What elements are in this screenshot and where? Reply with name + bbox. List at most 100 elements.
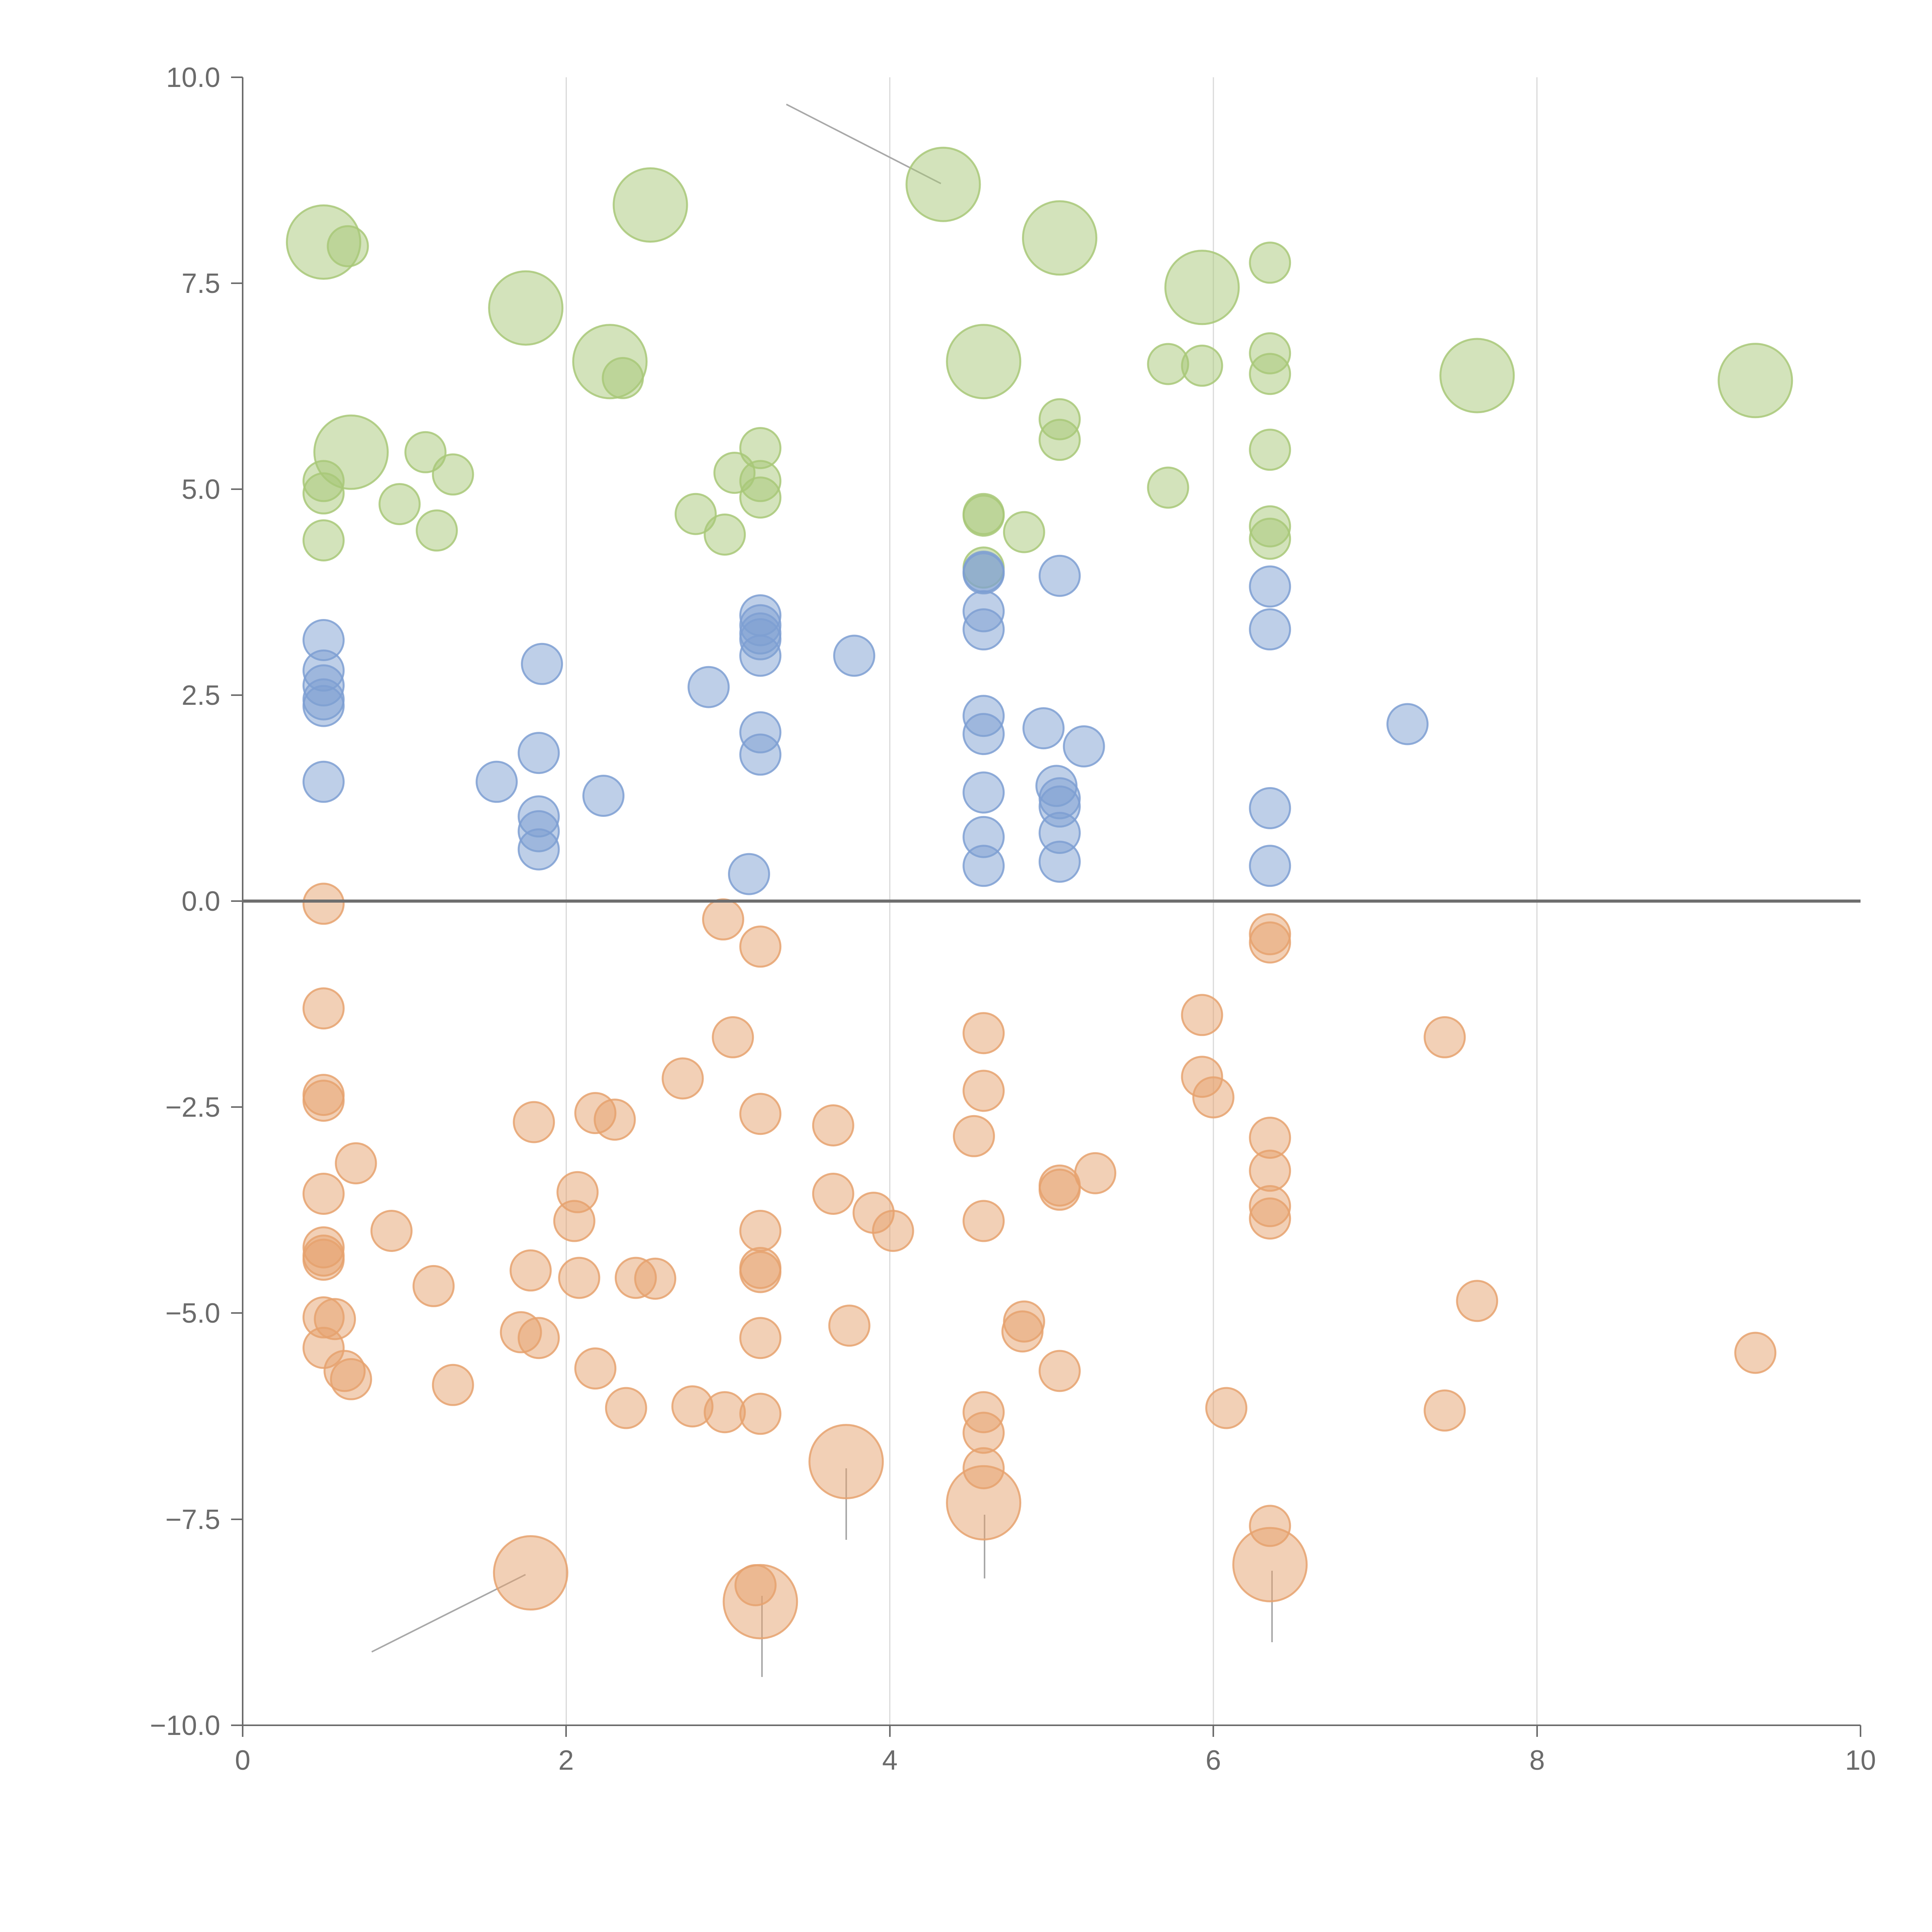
orange-bubble[interactable] (1423, 1389, 1466, 1432)
orange-bubble[interactable] (1734, 1332, 1777, 1374)
green-bubble[interactable] (327, 225, 369, 267)
blue-bubble[interactable] (302, 685, 345, 727)
green-bubble[interactable] (946, 324, 1022, 400)
green-bubble[interactable] (1439, 338, 1515, 413)
orange-bubble[interactable] (1181, 994, 1223, 1036)
orange-bubble[interactable] (812, 1173, 854, 1215)
green-bubble[interactable] (432, 453, 474, 496)
blue-bubble[interactable] (963, 608, 1005, 651)
blue-bubble[interactable] (739, 634, 782, 677)
orange-bubble[interactable] (513, 1101, 555, 1143)
blue-bubble[interactable] (475, 760, 518, 803)
orange-bubble[interactable] (432, 1364, 474, 1406)
orange-bubble[interactable] (553, 1200, 595, 1242)
green-bubble[interactable] (1249, 353, 1291, 395)
orange-bubble[interactable] (734, 1564, 777, 1606)
green-bubble[interactable] (1249, 242, 1291, 284)
orange-bubble[interactable] (828, 1304, 871, 1347)
orange-bubble[interactable] (953, 1115, 995, 1157)
orange-bubble[interactable] (1205, 1387, 1248, 1429)
blue-bubble[interactable] (728, 853, 770, 895)
blue-bubble[interactable] (739, 733, 782, 776)
green-bubble[interactable] (1022, 200, 1097, 276)
orange-bubble[interactable] (946, 1465, 1022, 1541)
orange-bubble[interactable] (1232, 1527, 1308, 1602)
orange-bubble[interactable] (739, 1317, 782, 1359)
orange-bubble[interactable] (302, 1173, 345, 1215)
orange-bubble[interactable] (634, 1257, 677, 1300)
orange-bubble[interactable] (963, 1200, 1005, 1242)
orange-bubble[interactable] (493, 1535, 568, 1611)
blue-bubble[interactable] (1386, 703, 1429, 745)
blue-bubble[interactable] (1038, 840, 1081, 883)
orange-bubble[interactable] (1249, 921, 1291, 964)
blue-bubble[interactable] (582, 775, 625, 817)
orange-bubble[interactable] (872, 1210, 914, 1252)
orange-bubble[interactable] (739, 1093, 782, 1135)
orange-bubble[interactable] (704, 1391, 746, 1434)
orange-bubble[interactable] (963, 1012, 1005, 1054)
orange-bubble[interactable] (712, 1016, 754, 1058)
orange-bubble[interactable] (594, 1099, 636, 1141)
blue-bubble[interactable] (1022, 707, 1065, 750)
orange-bubble[interactable] (335, 1142, 377, 1185)
green-bubble[interactable] (302, 472, 345, 515)
blue-bubble[interactable] (1249, 565, 1291, 608)
green-bubble[interactable] (1003, 511, 1045, 553)
blue-bubble[interactable] (833, 634, 876, 677)
blue-bubble[interactable] (1249, 787, 1291, 829)
orange-bubble[interactable] (558, 1257, 600, 1299)
orange-bubble[interactable] (1038, 1168, 1081, 1211)
orange-bubble[interactable] (1001, 1310, 1044, 1353)
orange-bubble[interactable] (370, 1210, 413, 1252)
green-bubble[interactable] (404, 431, 447, 473)
green-bubble[interactable] (302, 519, 345, 561)
green-bubble[interactable] (739, 476, 782, 519)
blue-bubble[interactable] (1063, 725, 1105, 768)
blue-bubble[interactable] (302, 760, 345, 803)
orange-bubble[interactable] (1456, 1280, 1498, 1322)
orange-bubble[interactable] (1074, 1152, 1116, 1194)
orange-bubble[interactable] (302, 987, 345, 1030)
green-bubble[interactable] (415, 509, 458, 552)
blue-bubble[interactable] (517, 828, 560, 871)
orange-bubble[interactable] (739, 925, 782, 968)
blue-bubble[interactable] (1249, 608, 1291, 651)
blue-bubble[interactable] (963, 713, 1005, 755)
green-bubble[interactable] (378, 483, 421, 526)
blue-bubble[interactable] (963, 771, 1005, 814)
green-bubble[interactable] (602, 357, 644, 399)
blue-bubble[interactable] (521, 643, 563, 685)
blue-bubble[interactable] (963, 552, 1005, 595)
orange-bubble[interactable] (1192, 1076, 1235, 1119)
orange-bubble[interactable] (302, 1238, 345, 1281)
orange-bubble[interactable] (605, 1387, 647, 1429)
orange-bubble[interactable] (963, 1070, 1005, 1112)
green-bubble[interactable] (612, 167, 688, 243)
blue-bubble[interactable] (1249, 845, 1291, 887)
orange-bubble[interactable] (662, 1057, 704, 1100)
orange-bubble[interactable] (739, 1210, 782, 1252)
orange-bubble[interactable] (302, 1080, 345, 1122)
orange-bubble[interactable] (574, 1347, 617, 1390)
green-bubble[interactable] (1147, 466, 1189, 509)
orange-bubble[interactable] (808, 1424, 884, 1500)
green-bubble[interactable] (1164, 250, 1240, 325)
green-bubble[interactable] (905, 146, 981, 222)
orange-bubble[interactable] (963, 1412, 1005, 1454)
green-bubble[interactable] (1249, 517, 1291, 560)
orange-bubble[interactable] (1249, 1150, 1291, 1192)
blue-bubble[interactable] (963, 845, 1005, 887)
green-bubble[interactable] (1718, 343, 1793, 418)
green-bubble[interactable] (1249, 429, 1291, 471)
blue-bubble[interactable] (687, 666, 730, 708)
green-bubble[interactable] (704, 514, 746, 556)
orange-bubble[interactable] (412, 1265, 455, 1307)
orange-bubble[interactable] (517, 1317, 560, 1359)
green-bubble[interactable] (963, 495, 1005, 537)
orange-bubble[interactable] (1423, 1016, 1466, 1058)
orange-bubble[interactable] (1249, 1197, 1291, 1240)
green-bubble[interactable] (674, 493, 717, 535)
orange-bubble[interactable] (509, 1249, 552, 1292)
orange-bubble[interactable] (1038, 1350, 1081, 1392)
